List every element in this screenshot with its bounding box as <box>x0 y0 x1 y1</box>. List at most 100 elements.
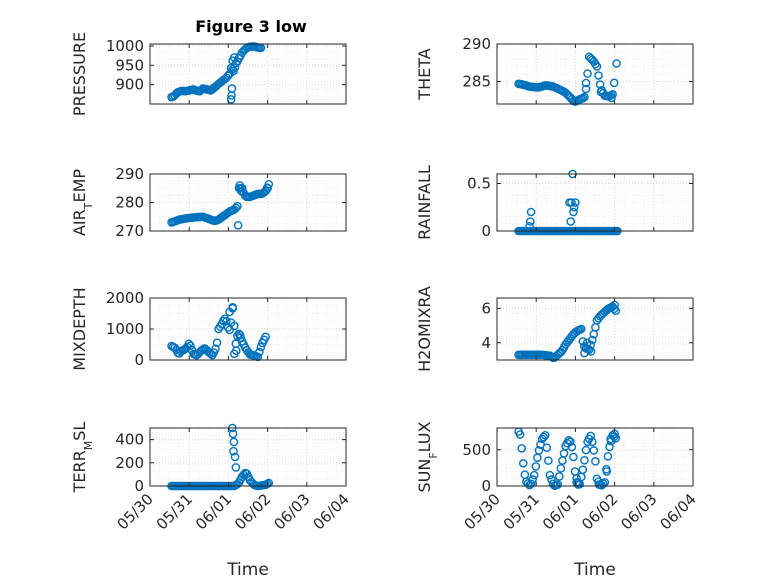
data-point <box>564 436 574 445</box>
y-tick-label: 280 <box>115 194 144 212</box>
y-tick-label: 0 <box>481 222 491 240</box>
y-axis-label-main: SUN <box>415 459 434 493</box>
y-tick-label: 1000 <box>106 37 144 55</box>
data-point <box>573 480 583 489</box>
data-point <box>555 472 564 481</box>
data-point <box>612 59 621 68</box>
data-point <box>587 437 597 447</box>
data-point <box>589 446 599 455</box>
y-axis-label-main: MIXDEPTH <box>70 287 89 370</box>
axes-box <box>496 427 694 487</box>
y-axis-label-main: RAINFALL <box>415 165 434 240</box>
data-point <box>539 432 548 442</box>
data-point <box>231 203 241 213</box>
data-point <box>212 338 222 347</box>
data-point <box>540 430 550 440</box>
data-point <box>578 337 588 346</box>
data-point <box>556 464 566 473</box>
y-tick-label: 290 <box>462 35 491 53</box>
data-point <box>586 347 596 356</box>
data-point <box>609 78 619 88</box>
data-point <box>518 459 528 468</box>
y-axis-label: H2OMIXRA <box>415 286 434 372</box>
y-axis-label: PRESSURE <box>70 32 89 116</box>
data-point <box>580 455 589 465</box>
data-point <box>594 71 603 80</box>
subplot-air-temp: 270 280 290 AIRTEMP <box>70 165 347 240</box>
data-point <box>525 221 534 231</box>
data-point <box>566 217 575 226</box>
data-point <box>528 475 537 484</box>
data-point <box>580 92 589 102</box>
data-point <box>264 478 274 488</box>
data-point <box>545 470 555 480</box>
data-point <box>607 93 616 103</box>
data-point <box>233 220 243 230</box>
data-point <box>603 451 613 461</box>
data-point <box>569 452 578 462</box>
data-point <box>602 467 612 476</box>
y-axis-label-rest: SL <box>70 422 89 441</box>
y-tick-label: 400 <box>115 431 144 449</box>
data-point <box>233 201 242 211</box>
y-tick-label: 200 <box>115 454 144 472</box>
data-point <box>229 446 238 456</box>
data-point <box>598 479 608 489</box>
data-point <box>571 198 580 207</box>
y-axis-label: THETA <box>415 48 434 100</box>
y-tick-label: 0 <box>481 477 491 495</box>
figure-title: Figure 3 low <box>195 17 307 36</box>
data-point <box>229 321 239 331</box>
y-axis-label-main: AIR <box>70 209 89 236</box>
y-axis-label-main: TERR <box>70 450 89 493</box>
data-point <box>227 84 237 93</box>
data-point <box>229 437 239 447</box>
y-tick-label: 900 <box>115 76 144 94</box>
data-point <box>569 207 578 217</box>
data-point <box>526 479 536 489</box>
data-point <box>581 78 591 88</box>
data-point <box>591 457 600 466</box>
data-point <box>529 470 539 480</box>
data-point <box>229 66 238 76</box>
data-point <box>566 437 575 446</box>
axes-box <box>149 43 347 105</box>
data-point <box>605 442 614 452</box>
y-tick-label: 290 <box>115 165 144 183</box>
data-point <box>611 306 621 316</box>
y-tick-label: 1000 <box>106 320 144 338</box>
y-tick-label: 270 <box>115 222 144 240</box>
data-point <box>231 463 241 472</box>
y-tick-label: 4 <box>481 334 491 352</box>
data-point <box>542 443 552 452</box>
data-point <box>611 433 621 443</box>
y-axis-label: RAINFALL <box>415 165 434 240</box>
data-point <box>230 452 240 462</box>
y-tick-label: 2000 <box>106 289 144 307</box>
y-axis-label-subscript: F <box>427 452 440 458</box>
data-point <box>219 316 228 326</box>
y-axis-label: SUNFLUX <box>415 421 440 492</box>
data-point <box>526 207 536 217</box>
data-point <box>569 202 579 212</box>
data-point <box>596 87 606 97</box>
y-axis-label-main: THETA <box>415 48 434 100</box>
y-tick-label: 6 <box>481 299 491 317</box>
data-point <box>592 62 602 71</box>
data-point <box>235 181 245 190</box>
data-point <box>517 443 526 453</box>
data-point <box>230 62 240 72</box>
y-tick-label: 0.5 <box>467 175 491 193</box>
data-point <box>594 480 604 489</box>
y-tick-label: 950 <box>115 56 144 74</box>
data-point <box>263 183 272 193</box>
data-point <box>255 347 264 357</box>
data-point <box>264 179 274 189</box>
axes-box <box>496 43 694 105</box>
subplot-terr-msl: 020040005/3005/3106/0106/0206/0306/04Tim… <box>70 422 353 580</box>
x-axis-label: Time <box>226 560 269 580</box>
data-point <box>228 302 238 312</box>
y-axis-label-rest: LUX <box>415 421 434 452</box>
